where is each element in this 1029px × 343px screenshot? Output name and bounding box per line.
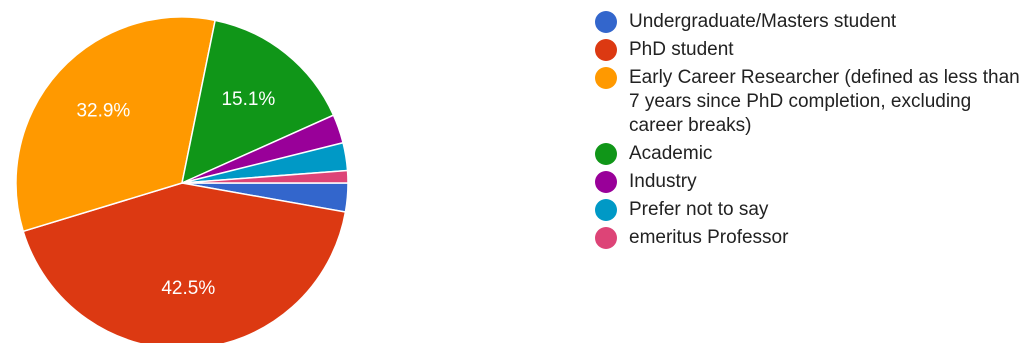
legend-item-phd-student: PhD student: [595, 38, 1027, 62]
legend-label: PhD student: [629, 39, 734, 60]
legend-label: Undergraduate/Masters student: [629, 11, 897, 32]
pie-slice-academic: [180, 19, 335, 185]
legend-item-prefer-not-to-say: Prefer not to say: [595, 198, 1027, 222]
pie-chart: 42.5% 32.9% 15.1%: [15, 16, 349, 343]
legend-swatch: [595, 199, 617, 221]
legend-swatch: [595, 171, 617, 193]
pie-data-labels: 42.5% 32.9% 15.1%: [76, 89, 275, 299]
legend-item-industry: Industry: [595, 170, 1027, 194]
legend-swatch: [595, 227, 617, 249]
pie-slice-phd-student: [22, 182, 347, 343]
legend-item-early-career-researcher-defined-as-less-: Early Career Researcher (defined as less…: [595, 66, 1027, 138]
data-label-phd-student: 42.5%: [161, 278, 215, 299]
legend: Undergraduate/Masters student PhD student…: [595, 10, 1027, 254]
legend-label: Early Career Researcher (defined as less…: [629, 67, 1020, 136]
legend-item-undergraduate-masters-student: Undergraduate/Masters student: [595, 10, 1027, 34]
legend-label: Industry: [629, 171, 697, 192]
pie-slices: [15, 16, 349, 343]
legend-label: emeritus Professor: [629, 227, 789, 248]
legend-label: Academic: [629, 143, 713, 164]
legend-swatch: [595, 143, 617, 165]
legend-swatch: [595, 39, 617, 61]
data-label-early-career-researcher-defined-as-less-: 32.9%: [76, 101, 130, 122]
legend-item-academic: Academic: [595, 142, 1027, 166]
legend-item-emeritus-professor: emeritus Professor: [595, 226, 1027, 250]
data-label-academic: 15.1%: [221, 89, 275, 110]
legend-swatch: [595, 11, 617, 33]
pie-slice-emeritus-professor: [181, 169, 349, 184]
legend-swatch: [595, 67, 617, 89]
legend-label: Prefer not to say: [629, 199, 769, 220]
pie-slice-early-career-researcher-defined-as-less-: [15, 16, 217, 233]
